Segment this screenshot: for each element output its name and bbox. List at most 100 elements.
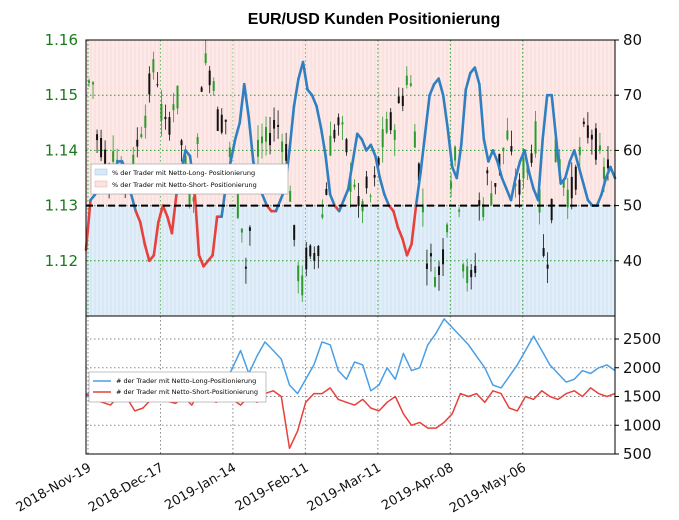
pct-long-segment — [509, 176, 517, 202]
pct-long-segment — [138, 220, 147, 246]
candle-body — [341, 122, 344, 125]
pct-long-segment — [464, 71, 472, 91]
candle-body — [289, 190, 292, 202]
candle-body — [405, 75, 408, 85]
legend-short-label: % der Trader mit Netto-Short- Positionie… — [112, 181, 257, 189]
candle-body — [152, 59, 155, 73]
candle-body — [542, 248, 545, 256]
candle-body — [518, 179, 521, 195]
candle-body — [470, 269, 473, 278]
candle-body — [482, 204, 485, 217]
candle-body — [546, 264, 549, 269]
pct-long-segment — [134, 209, 142, 224]
pct-long-segment — [437, 77, 445, 97]
pct-long-segment — [401, 237, 409, 257]
pct-long-segment — [157, 204, 165, 224]
date-tick-label: 2019-Apr-08 — [379, 460, 456, 513]
candle-body — [273, 119, 276, 129]
legend-top: % der Trader mit Netto-Long- Positionier… — [90, 163, 289, 195]
candle-body — [345, 139, 348, 153]
candle-body — [293, 225, 296, 240]
candle-body — [538, 189, 541, 213]
candle-body — [413, 131, 416, 148]
pct-long-segment — [527, 171, 535, 191]
candle-body — [458, 209, 461, 212]
candle-body — [212, 81, 215, 91]
date-tick-label: 2018-Nov-19 — [14, 460, 94, 515]
pct-long-segment — [346, 160, 355, 191]
candle-body — [172, 104, 175, 111]
candle-body — [269, 133, 272, 146]
pct-long-segment — [374, 154, 382, 180]
candle-body — [494, 183, 497, 187]
chart-title: EUR/USD Kunden Positionierung — [248, 11, 500, 28]
candle-body — [88, 80, 90, 83]
candle-body — [337, 117, 340, 126]
candle-body — [397, 96, 400, 104]
pct-long-segment — [541, 93, 549, 141]
pct-long-segment — [405, 242, 413, 257]
candle-body — [305, 247, 308, 270]
candle-body — [196, 137, 199, 144]
pct-long-segment — [414, 171, 422, 207]
pct-long-segment — [342, 187, 350, 202]
candle-body — [309, 245, 312, 257]
pct-long-segment — [369, 143, 377, 158]
candle-body — [224, 119, 227, 122]
pct-long-segment — [310, 93, 318, 108]
candle-body — [204, 53, 207, 64]
date-tick-label: 2019-May-06 — [447, 460, 529, 516]
candle-body — [373, 174, 376, 178]
pct-long-segment — [351, 132, 359, 163]
pct-long-segment — [514, 160, 522, 180]
pct-long-segment — [609, 165, 617, 180]
pct-tick-label: 60 — [623, 141, 642, 159]
pct-long-segment — [595, 193, 603, 207]
candle-body — [574, 166, 577, 190]
date-tick-label: 2018-Dec-17 — [86, 460, 166, 515]
candle-body — [297, 265, 300, 282]
candle-body — [590, 134, 593, 140]
candle-body — [421, 204, 424, 213]
pct-long-segment — [143, 242, 151, 263]
candle-body — [369, 195, 372, 197]
candle-body — [393, 129, 396, 140]
candle-body — [401, 95, 404, 107]
candle-body — [313, 253, 316, 261]
candle-body — [550, 198, 553, 221]
pct-long-segment — [360, 138, 368, 152]
candle-body — [562, 180, 565, 188]
candle-body — [112, 151, 115, 162]
candle-body — [490, 193, 493, 205]
candle-body — [208, 70, 211, 86]
pct-long-segment — [328, 193, 336, 207]
pct-long-segment — [459, 88, 468, 147]
candle-body — [248, 227, 251, 231]
legend-bottom-short-label: # der Trader mit Netto-Short-Positionier… — [116, 388, 258, 396]
pct-long-segment — [491, 149, 499, 163]
candle-body — [606, 159, 609, 169]
candle-body — [510, 146, 513, 152]
candle-body — [277, 124, 280, 127]
candle-body — [333, 129, 336, 139]
pct-long-segment — [446, 127, 454, 169]
pct-long-segment — [392, 209, 400, 229]
candle-body — [325, 188, 328, 195]
pct-long-segment — [129, 193, 138, 213]
candle-body — [321, 214, 324, 218]
candle-body — [144, 115, 147, 128]
top-panel: 1.12 1.13 1.14 1.15 1.16 40 50 60 70 80 % der Tr… — [45, 31, 642, 317]
pct-long-segment — [242, 82, 251, 119]
candle-body — [389, 112, 392, 131]
candle-body — [200, 87, 203, 92]
pct-long-segment — [238, 82, 246, 125]
candle-body — [417, 163, 420, 181]
candle-body — [586, 125, 589, 138]
count-tick-label: 1000 — [623, 416, 661, 434]
candle-body — [530, 153, 533, 163]
candle-body — [446, 224, 449, 233]
candle-body — [385, 119, 388, 133]
candle-body — [502, 147, 505, 152]
candle-body — [148, 73, 151, 95]
